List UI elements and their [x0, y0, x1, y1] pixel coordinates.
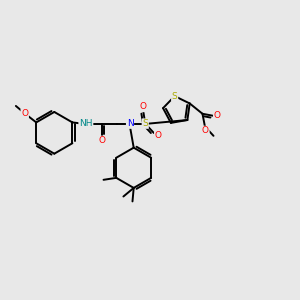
Text: O: O — [21, 109, 28, 118]
Text: N: N — [127, 119, 134, 128]
Text: S: S — [142, 119, 148, 128]
Text: O: O — [140, 102, 147, 111]
Text: NH: NH — [79, 119, 93, 128]
Text: O: O — [214, 111, 221, 120]
Text: S: S — [172, 92, 178, 100]
Text: O: O — [202, 126, 209, 135]
Text: O: O — [98, 136, 105, 145]
Text: O: O — [155, 131, 162, 140]
